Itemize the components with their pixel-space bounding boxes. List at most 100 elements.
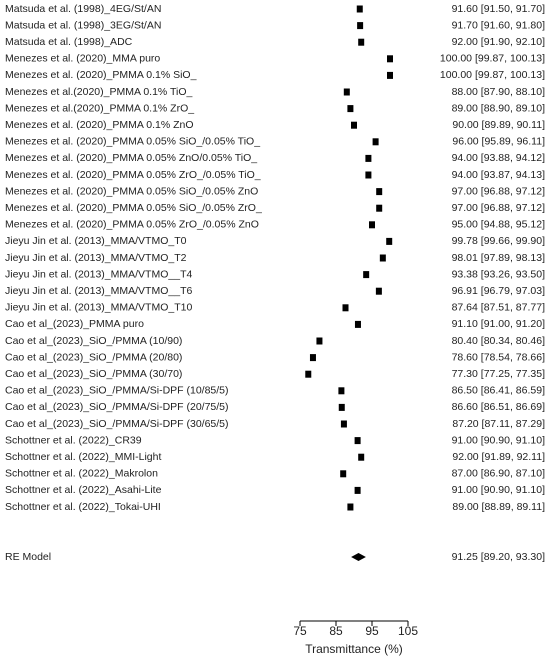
point-estimate [376,204,383,212]
study-label: Menezes et al. (2020)_PMMA 0.05% ZrO_/0.… [5,169,261,181]
point-estimate [386,237,393,245]
ci-label: 91.00 [90.90, 91.10] [452,484,545,496]
ci-label: 97.00 [96.88, 97.12] [452,185,545,197]
study-label: Jieyu Jin et al. (2013)_MMA/VTMO_T10 [5,302,192,314]
study-label: Jieyu Jin et al. (2013)_MMA/VTMO__T4 [5,268,192,280]
study-label: Schottner et al. (2022)_MMI-Light [5,451,161,463]
ci-label: 96.00 [95.89, 96.11] [452,136,545,148]
x-tick-label: 95 [365,624,379,638]
x-tick-label: 85 [329,624,343,638]
point-estimate [342,304,349,312]
point-estimate [357,22,364,30]
ci-label: 86.50 [86.41, 86.59] [452,385,545,397]
ci-label: 78.60 [78.54, 78.66] [452,351,545,363]
study-label: Schottner et al. (2022)_Makrolon [5,468,158,480]
point-estimate [387,55,393,63]
point-estimate [338,403,345,411]
ci-label: 89.00 [88.90, 89.10] [452,102,545,114]
point-estimate [372,138,379,146]
ci-label: 86.60 [86.51, 86.69] [452,401,545,413]
point-estimate [347,503,354,511]
point-estimate [340,470,347,478]
point-estimate [365,154,372,162]
ci-label: 95.00 [94.88, 95.12] [452,219,545,231]
point-estimate [375,287,382,295]
study-label: Menezes et al. (2020)_PMMA 0.05% SiO_/0.… [5,185,258,197]
study-label: Matsuda et al. (1998)_4EG/St/AN [5,3,161,15]
ci-label: 94.00 [93.87, 94.13] [452,169,545,181]
study-label: Menezes et al.(2020)_PMMA 0.1% ZrO_ [5,102,194,114]
point-estimate [354,320,361,328]
ci-label: 92.00 [91.89, 92.11] [452,451,545,463]
study-label: Jieyu Jin et al. (2013)_MMA/VTMO__T6 [5,285,192,297]
summary-diamond [351,553,366,561]
study-label: Cao et al_(2023)_SiO_/PMMA/Si-DPF (30/65… [5,418,229,430]
study-label: Cao et al_(2023)_SiO_/PMMA/Si-DPF (20/75… [5,401,229,413]
study-label: Menezes et al. (2020)_PMMA 0.1% ZnO [5,119,194,131]
point-estimate [316,337,323,345]
study-label: Menezes et al. (2020)_PMMA 0.05% ZnO/0.0… [5,152,257,164]
study-label: Schottner et al. (2022)_Asahi-Lite [5,484,162,496]
point-estimate [354,437,361,445]
ci-label: 94.00 [93.88, 94.12] [452,152,545,164]
point-estimate [340,420,347,428]
point-estimate [365,171,372,179]
study-label: Matsuda et al. (1998)_3EG/St/AN [5,19,161,31]
ci-label: 87.64 [87.51, 87.77] [452,302,545,314]
x-tick-label: 75 [293,624,307,638]
point-estimate [363,271,370,279]
study-label: Schottner et al. (2022)_CR39 [5,434,142,446]
study-label: Cao et al_(2023)_SiO_/PMMA (30/70) [5,368,182,380]
point-estimate [347,105,354,113]
point-estimate [351,121,357,129]
study-label: Menezes et al. (2020)_MMA puro [5,53,160,65]
ci-label: 87.00 [86.90, 87.10] [452,468,545,480]
ci-label: 99.78 [99.66, 99.90] [452,235,545,247]
point-estimate [354,486,361,494]
ci-label: 88.00 [87.90, 88.10] [452,86,545,98]
ci-label: 91.00 [90.90, 91.10] [452,434,545,446]
x-axis-title: Transmittance (%) [305,642,403,656]
point-estimate [309,354,316,362]
study-label: Schottner et al. (2022)_Tokai-UHI [5,501,161,513]
point-estimate [358,38,365,46]
ci-label: 100.00 [99.87, 100.13] [440,53,545,65]
ci-label: 91.70 [91.60, 91.80] [452,19,545,31]
point-estimate [356,5,363,13]
study-label: Cao et al_(2023)_PMMA puro [5,318,144,330]
x-tick-label: 105 [398,624,418,638]
study-label: Cao et al_(2023)_SiO_/PMMA (20/80) [5,351,182,363]
study-label: Matsuda et al. (1998)_ADC [5,36,133,48]
ci-label: 91.60 [91.50, 91.70] [452,3,545,15]
point-estimate [376,188,383,196]
study-label: Cao et al_(2023)_SiO_/PMMA (10/90) [5,335,182,347]
ci-label: 87.20 [87.11, 87.29] [452,418,545,430]
study-label: Jieyu Jin et al. (2013)_MMA/VTMO_T0 [5,235,187,247]
ci-label: 98.01 [97.89, 98.13] [452,252,545,264]
ci-label: 93.38 [93.26, 93.50] [452,268,545,280]
ci-label: 92.00 [91.90, 92.10] [452,36,545,48]
ci-label: 96.91 [96.79, 97.03] [452,285,545,297]
point-estimate [379,254,386,262]
point-estimate [338,387,345,395]
ci-label: 97.00 [96.88, 97.12] [452,202,545,214]
study-label: Menezes et al. (2020)_PMMA 0.05% SiO_/0.… [5,202,262,214]
study-label: Jieyu Jin et al. (2013)_MMA/VTMO_T2 [5,252,187,264]
point-estimate [387,71,393,79]
study-label: Menezes et al. (2020)_PMMA 0.1% SiO_ [5,69,197,81]
point-estimate [343,88,350,96]
ci-label: 100.00 [99.87, 100.13] [440,69,545,81]
point-estimate [369,221,375,229]
ci-label: 90.00 [89.89, 90.11] [452,119,545,131]
study-label: Menezes et al. (2020)_PMMA 0.05% SiO_/0.… [5,136,260,148]
study-label: Menezes et al.(2020)_PMMA 0.1% TiO_ [5,86,192,98]
point-estimate [358,453,365,461]
point-estimate [305,370,312,378]
ci-label: 89.00 [88.89, 89.11] [452,501,545,513]
ci-label: 91.10 [91.00, 91.20] [452,318,545,330]
ci-label: 77.30 [77.25, 77.35] [452,368,545,380]
ci-label: 80.40 [80.34, 80.46] [452,335,545,347]
summary-label: RE Model [5,551,51,563]
summary-ci-label: 91.25 [89.20, 93.30] [452,551,545,563]
